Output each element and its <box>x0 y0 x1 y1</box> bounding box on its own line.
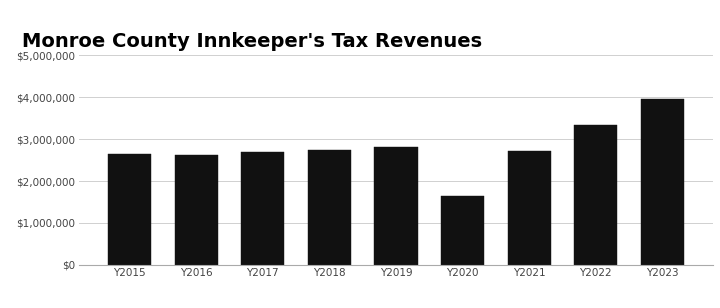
Bar <box>241 152 284 265</box>
Bar <box>374 147 418 265</box>
Text: Monroe County Innkeeper's Tax Revenues: Monroe County Innkeeper's Tax Revenues <box>22 32 482 51</box>
Bar <box>641 99 684 265</box>
Bar <box>307 150 351 265</box>
Bar <box>508 151 551 265</box>
Bar <box>441 196 485 265</box>
Bar <box>108 154 151 265</box>
Bar <box>174 155 218 265</box>
Bar <box>574 124 618 265</box>
